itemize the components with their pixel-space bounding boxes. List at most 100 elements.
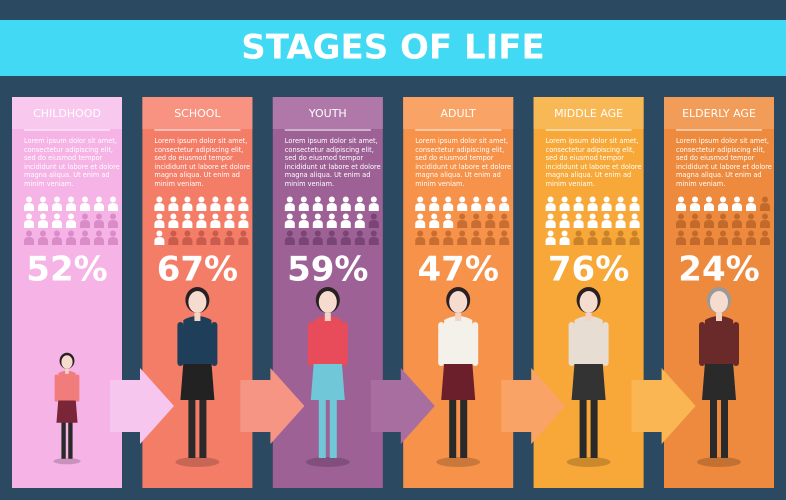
icon-body (168, 220, 179, 228)
person-icon (415, 230, 426, 245)
icon-head (226, 196, 233, 203)
icon-head (734, 230, 740, 237)
person-icon (94, 196, 104, 211)
figure-leg (188, 398, 196, 458)
stage-header (12, 97, 122, 129)
person-icon (312, 230, 323, 245)
person-icon (238, 213, 249, 228)
person-icon (760, 230, 770, 245)
icon-body (210, 220, 221, 228)
icon-head (342, 196, 349, 203)
figure-torso (442, 316, 475, 364)
icon-head (370, 213, 377, 220)
person-icon (615, 196, 626, 211)
person-icon (457, 230, 468, 245)
icon-body (443, 237, 454, 245)
person-icon (368, 230, 379, 245)
icon-body (298, 237, 309, 245)
person-icon (559, 230, 570, 245)
icon-head (561, 213, 568, 220)
icon-head (356, 213, 363, 220)
icon-body (66, 203, 76, 211)
stage-panel (12, 97, 122, 488)
icon-body (108, 203, 118, 211)
icon-head (286, 230, 293, 237)
person-icon (429, 213, 440, 228)
figure-leg (449, 398, 457, 458)
icon-head (356, 230, 363, 237)
icon-head (300, 196, 307, 203)
icon-head (547, 230, 554, 237)
person-icon (485, 230, 496, 245)
person-icon (298, 213, 309, 228)
icon-body (746, 237, 756, 245)
icon-head (762, 213, 768, 220)
icon-head (342, 213, 349, 220)
icon-head (314, 230, 321, 237)
figure-leg (460, 398, 468, 458)
icon-body (238, 203, 249, 211)
flow-arrow (240, 368, 305, 444)
icon-body (312, 220, 323, 228)
person-icon (587, 196, 598, 211)
person-icon (38, 213, 48, 228)
figure-neck (324, 312, 331, 321)
figure-leg (329, 398, 337, 458)
icon-head (473, 213, 480, 220)
icon-head (212, 230, 219, 237)
icon-body (238, 237, 249, 245)
icon-head (40, 230, 46, 237)
figure-face (579, 291, 598, 313)
person-icon (545, 213, 556, 228)
figure-torso (181, 316, 214, 364)
figure-face (61, 355, 73, 369)
figure-arm (177, 322, 184, 366)
person-icon (224, 230, 235, 245)
icon-body (499, 220, 510, 228)
icon-head (156, 213, 163, 220)
person-figure (53, 352, 81, 465)
icon-body (443, 220, 454, 228)
figure-skirt (571, 362, 606, 400)
person-icon (52, 230, 62, 245)
icon-head (748, 230, 754, 237)
figure-arm (568, 322, 575, 366)
person-icon (24, 213, 34, 228)
icon-body (52, 220, 62, 228)
icon-body (415, 203, 426, 211)
icon-body (312, 203, 323, 211)
icon-head (226, 213, 233, 220)
person-icon (210, 230, 221, 245)
icon-head (300, 230, 307, 237)
icon-head (734, 213, 740, 220)
icon-body (601, 237, 612, 245)
icon-head (370, 196, 377, 203)
icon-head (748, 213, 754, 220)
icon-body (485, 220, 496, 228)
icon-head (300, 213, 307, 220)
icon-head (617, 213, 624, 220)
icon-body (224, 220, 235, 228)
person-icon (94, 213, 104, 228)
figure-skirt (180, 362, 215, 400)
stage-percent: 52% (26, 250, 107, 290)
person-icon (38, 230, 48, 245)
stage-header (142, 97, 253, 129)
figure-neck (455, 312, 462, 321)
icon-head (473, 230, 480, 237)
icon-body (457, 237, 468, 245)
person-icon (354, 213, 365, 228)
person-icon (760, 213, 770, 228)
icon-head (40, 196, 46, 203)
person-icon (573, 196, 584, 211)
icon-head (617, 196, 624, 203)
icon-body (94, 220, 104, 228)
icon-head (720, 230, 726, 237)
icon-head (692, 213, 698, 220)
icon-head (631, 230, 638, 237)
person-icon (457, 213, 468, 228)
stage-percent: 59% (287, 250, 368, 290)
icon-head (487, 230, 494, 237)
person-icon (108, 230, 118, 245)
